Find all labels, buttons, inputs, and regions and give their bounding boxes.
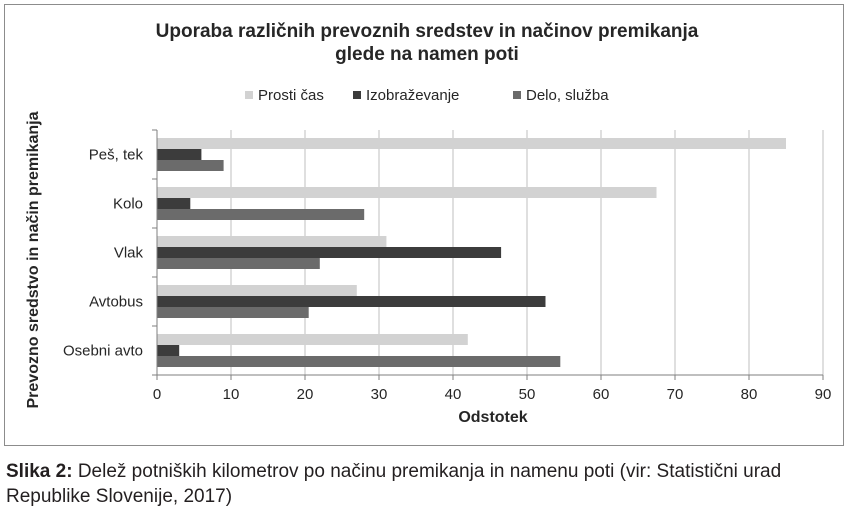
bar-izobrazevanje-avtobus bbox=[157, 296, 546, 307]
x-axis-label: Odstotek bbox=[458, 409, 527, 426]
chart-title-line: Uporaba različnih prevoznih sredstev in … bbox=[156, 21, 699, 42]
y-tick-label: Kolo bbox=[113, 196, 143, 213]
bar-izobrazevanje-osebni-avto bbox=[157, 345, 180, 356]
x-tick-label: 20 bbox=[297, 386, 314, 403]
legend-swatch-izobrazevanje bbox=[353, 91, 361, 99]
bar-delo-sluzba-kolo bbox=[157, 209, 365, 220]
bar-izobrazevanje-kolo bbox=[157, 198, 191, 209]
chart-frame: Uporaba različnih prevoznih sredstev in … bbox=[4, 4, 844, 446]
gridlines bbox=[230, 130, 824, 375]
figure-caption: Slika 2: Delež potniških kilometrov po n… bbox=[6, 459, 846, 509]
bars bbox=[157, 138, 786, 367]
x-tick-label: 80 bbox=[741, 386, 758, 403]
y-tick-label: Vlak bbox=[114, 245, 144, 262]
x-tick-label: 90 bbox=[815, 386, 832, 403]
chart-title-line: glede na namen poti bbox=[335, 44, 519, 65]
y-tick-label: Peš, tek bbox=[89, 147, 144, 164]
bar-delo-sluzba-avtobus bbox=[157, 307, 309, 318]
chart-legend: Prosti čas Izobraževanje Delo, služba bbox=[245, 87, 609, 104]
x-tick-label: 70 bbox=[667, 386, 684, 403]
bar-chart: Uporaba različnih prevoznih sredstev in … bbox=[25, 21, 832, 426]
legend-label-izobrazevanje: Izobraževanje bbox=[366, 87, 459, 104]
x-tick-label: 10 bbox=[223, 386, 240, 403]
bar-izobrazevanje-pes-tek bbox=[157, 149, 202, 160]
chart-title: Uporaba različnih prevoznih sredstev in … bbox=[156, 21, 699, 65]
x-tick-label: 40 bbox=[445, 386, 462, 403]
x-tick-label: 50 bbox=[519, 386, 536, 403]
bar-delo-sluzba-osebni-avto bbox=[157, 356, 561, 367]
legend-label-delo-sluzba: Delo, služba bbox=[526, 87, 609, 104]
y-tick-label: Osebni avto bbox=[63, 343, 143, 360]
x-tick-label: 60 bbox=[593, 386, 610, 403]
legend-label-prosti-cas: Prosti čas bbox=[258, 87, 324, 104]
legend-swatch-delo-sluzba bbox=[513, 91, 521, 99]
bar-prosti-cas-pes-tek bbox=[157, 138, 786, 149]
caption-label: Slika 2: bbox=[6, 461, 73, 482]
y-tick-label: Avtobus bbox=[89, 294, 143, 311]
x-tick-label: 0 bbox=[153, 386, 161, 403]
axes: 0 10 20 30 40 50 60 70 80 90 Peš, tek Kolo Vlak Avtob… bbox=[63, 129, 832, 403]
y-axis-label: Prevozno sredstvo in način premikanja bbox=[25, 111, 42, 408]
caption-text: Delež potniških kilometrov po načinu pre… bbox=[6, 461, 782, 507]
bar-prosti-cas-kolo bbox=[157, 187, 657, 198]
bar-prosti-cas-vlak bbox=[157, 236, 387, 247]
bar-prosti-cas-osebni-avto bbox=[157, 334, 468, 345]
bar-izobrazevanje-vlak bbox=[157, 247, 502, 258]
bar-delo-sluzba-vlak bbox=[157, 258, 320, 269]
bar-prosti-cas-avtobus bbox=[157, 285, 357, 296]
x-tick-label: 30 bbox=[371, 386, 388, 403]
bar-delo-sluzba-pes-tek bbox=[157, 160, 224, 171]
legend-swatch-prosti-cas bbox=[245, 91, 253, 99]
